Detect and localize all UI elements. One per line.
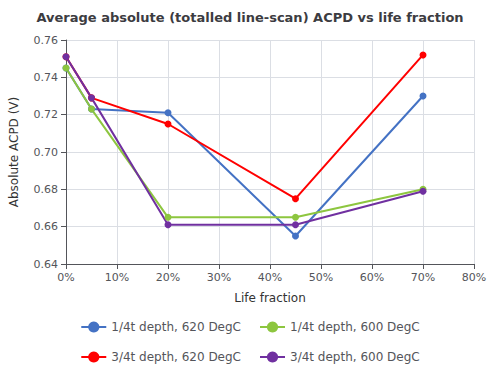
svg-text:50%: 50% bbox=[309, 271, 333, 284]
svg-text:0.68: 0.68 bbox=[34, 183, 59, 196]
svg-text:1/4t depth, 620 DegC: 1/4t depth, 620 DegC bbox=[111, 320, 241, 334]
svg-text:0.76: 0.76 bbox=[34, 34, 59, 47]
svg-text:30%: 30% bbox=[207, 271, 231, 284]
svg-text:Absolute ACPD (V): Absolute ACPD (V) bbox=[7, 97, 21, 208]
svg-text:Life fraction: Life fraction bbox=[234, 291, 306, 305]
svg-text:80%: 80% bbox=[462, 271, 486, 284]
svg-text:10%: 10% bbox=[105, 271, 129, 284]
svg-text:3/4t depth, 600 DegC: 3/4t depth, 600 DegC bbox=[290, 350, 420, 364]
svg-text:0.66: 0.66 bbox=[34, 220, 59, 233]
svg-text:0%: 0% bbox=[57, 271, 74, 284]
svg-text:60%: 60% bbox=[360, 271, 384, 284]
svg-text:Average absolute (totalled lin: Average absolute (totalled line-scan) AC… bbox=[36, 10, 463, 25]
svg-text:0.70: 0.70 bbox=[34, 146, 59, 159]
svg-text:70%: 70% bbox=[411, 271, 435, 284]
svg-text:20%: 20% bbox=[156, 271, 180, 284]
svg-text:0.74: 0.74 bbox=[34, 71, 59, 84]
svg-text:40%: 40% bbox=[258, 271, 282, 284]
svg-text:0.72: 0.72 bbox=[34, 108, 59, 121]
svg-text:3/4t depth, 620 DegC: 3/4t depth, 620 DegC bbox=[111, 350, 241, 364]
svg-text:0.64: 0.64 bbox=[34, 258, 59, 271]
svg-text:1/4t depth, 600 DegC: 1/4t depth, 600 DegC bbox=[290, 320, 420, 334]
